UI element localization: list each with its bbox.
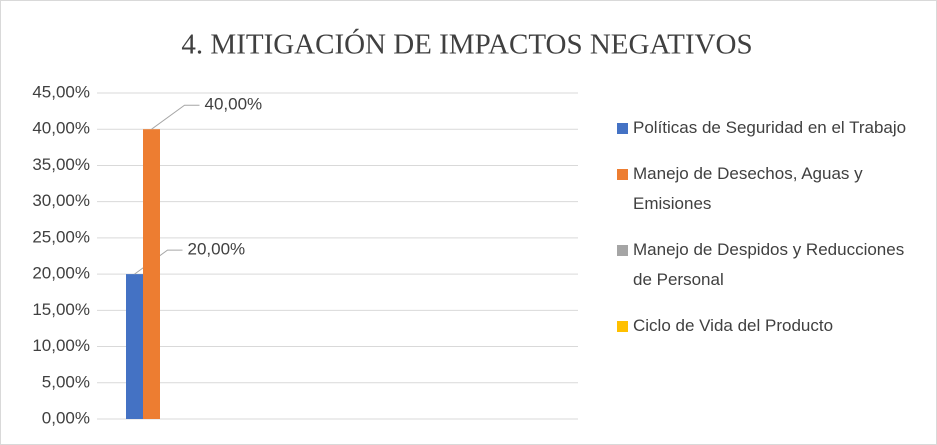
legend-swatch	[617, 245, 628, 256]
bar	[143, 129, 160, 419]
bar	[126, 274, 143, 419]
y-tick-label: 0,00%	[42, 408, 90, 427]
y-tick-label: 5,00%	[42, 372, 90, 391]
y-tick-label: 35,00%	[32, 155, 90, 174]
legend-label: Ciclo de Vida del Producto	[633, 316, 834, 335]
legend-label: Manejo de Despidos y Reducciones de Pers…	[633, 240, 905, 289]
y-tick-label: 15,00%	[32, 300, 90, 319]
legend-swatch	[617, 321, 628, 332]
y-tick-label: 45,00%	[32, 82, 90, 101]
legend-item: Ciclo de Vida del Producto	[617, 311, 917, 341]
leader-line	[151, 104, 200, 130]
y-tick-label: 30,00%	[32, 191, 90, 210]
chart-title: 4. MITIGACIÓN DE IMPACTOS NEGATIVOS	[181, 28, 752, 61]
y-tick-label: 25,00%	[32, 227, 90, 246]
data-label: 20,00%	[188, 240, 246, 259]
legend-swatch	[617, 169, 628, 180]
legend-swatch	[617, 123, 628, 134]
legend-label: Políticas de Seguridad en el Trabajo	[633, 118, 907, 137]
legend-item: Políticas de Seguridad en el Trabajo	[617, 113, 917, 143]
y-tick-label: 10,00%	[32, 336, 90, 355]
legend: Políticas de Seguridad en el Trabajo Mane…	[617, 113, 917, 341]
legend-label: Manejo de Desechos, Aguas y Emisiones	[633, 164, 863, 213]
legend-item: Manejo de Despidos y Reducciones de Pers…	[617, 235, 917, 295]
y-tick-label: 40,00%	[32, 119, 90, 138]
data-label: 40,00%	[205, 95, 263, 114]
legend-item: Manejo de Desechos, Aguas y Emisiones	[617, 159, 917, 219]
y-tick-label: 20,00%	[32, 264, 90, 283]
